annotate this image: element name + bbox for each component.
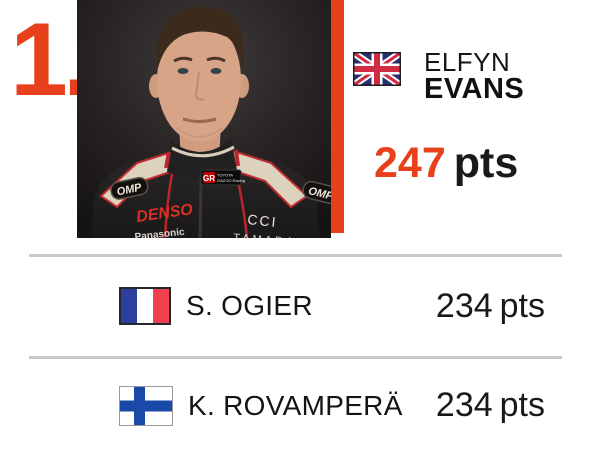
france-flag-icon (119, 287, 171, 325)
leader-last-name: EVANS (424, 73, 525, 105)
leader-points: 247 pts (374, 141, 518, 185)
united-kingdom-flag-icon (353, 52, 401, 86)
rival-row-rovampera[interactable]: K. ROVAMPERÄ 234 pts (0, 357, 600, 454)
cci-logo: CCI (247, 211, 279, 230)
rival-points-value: 234 (435, 386, 493, 424)
leader-name: ELFYN EVANS (424, 47, 525, 105)
rival-points: 234 pts (436, 386, 545, 425)
omp-logo-left: OMP (116, 181, 144, 198)
leader-points-value: 247 (374, 139, 446, 187)
divider (29, 356, 562, 359)
driver-portrait-illustration: OMP OMP DENSO Panasonic CCI TAMADA (77, 0, 340, 248)
divider (29, 254, 562, 257)
accent-stripe (331, 0, 344, 233)
rival-points: 234 pts (436, 287, 545, 326)
rival-name: K. ROVAMPERÄ (188, 389, 403, 421)
rival-points-unit: pts (499, 386, 545, 424)
gr-logo: GR (203, 174, 215, 183)
driver-photo: OMP OMP DENSO Panasonic CCI TAMADA (77, 0, 340, 248)
rival-points-unit: pts (499, 286, 545, 325)
toyota-text: TOYOTA (217, 173, 233, 178)
gazoo-racing-text: GAZOO Racing (217, 178, 245, 183)
rival-row-ogier[interactable]: S. OGIER 234 pts (0, 256, 600, 356)
gr-toyota-gazoo-badge: GR TOYOTA GAZOO Racing (200, 169, 245, 186)
leader-rank: 1. (10, 2, 92, 118)
rival-points-value: 234 (435, 286, 493, 325)
rival-name: S. OGIER (186, 290, 313, 321)
leader-first-name: ELFYN (424, 47, 511, 77)
finland-flag-icon (119, 385, 173, 426)
leader-points-unit: pts (453, 139, 519, 187)
